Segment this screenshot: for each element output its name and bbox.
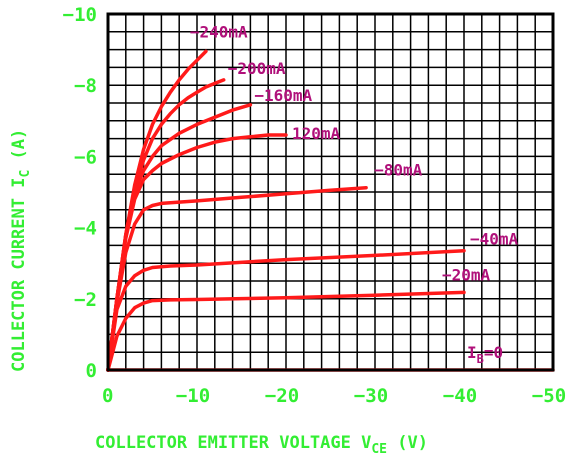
y-axis-title-text: COLLECTOR CURRENT I xyxy=(9,178,29,372)
y-axis-title: COLLECTOR CURRENT IC (A) xyxy=(9,129,33,372)
curves xyxy=(106,49,555,372)
curve-label-120ma: 120mA xyxy=(292,124,341,143)
y-axis-title-subscript: C xyxy=(18,170,33,178)
curve-20ma xyxy=(106,290,466,372)
x-tick-labels: 0 −10 −20 −30 −40 −50 xyxy=(102,385,566,407)
y-tick-label: −6 xyxy=(74,146,97,168)
y-tick-label: −2 xyxy=(74,289,97,311)
curve-label-160ma: −160mA xyxy=(254,86,312,105)
x-axis-title-text: COLLECTOR EMITTER VOLTAGE V xyxy=(95,433,371,453)
curve-label-200ma: −200mA xyxy=(228,59,286,78)
curve-40ma xyxy=(106,248,466,372)
x-tick-label: −30 xyxy=(354,385,388,407)
x-axis-title-unit: (V) xyxy=(387,433,428,453)
y-tick-labels: 0 −2 −4 −6 −8 −10 xyxy=(63,4,97,382)
x-tick-label: −20 xyxy=(265,385,299,407)
y-tick-label: 0 xyxy=(86,360,97,382)
curve-label-20ma: −20mA xyxy=(442,265,491,284)
curve-80ma xyxy=(106,185,368,372)
y-axis-title-unit: (A) xyxy=(9,129,29,170)
x-axis-title: COLLECTOR EMITTER VOLTAGE VCE (V) xyxy=(95,433,428,457)
y-tick-label: −10 xyxy=(63,4,97,26)
curve-label-40ma: −40mA xyxy=(470,230,519,249)
curve-labels: −240mA −200mA −160mA 120mA −80mA −40mA −20mA IB… xyxy=(190,22,519,366)
x-axis-title-subscript: CE xyxy=(371,442,387,457)
x-tick-label: 0 xyxy=(102,385,113,407)
curve-120ma xyxy=(106,133,288,372)
y-tick-label: −4 xyxy=(74,218,97,240)
plot-frame xyxy=(106,12,555,372)
curve-label-240ma: −240mA xyxy=(190,22,248,41)
x-tick-label: −40 xyxy=(443,385,477,407)
curve-label-i-b-0: IB=0 xyxy=(467,343,503,366)
grid xyxy=(108,14,553,370)
curve-label-80ma: −80mA xyxy=(374,161,423,180)
x-tick-label: −50 xyxy=(532,385,566,407)
y-tick-label: −8 xyxy=(74,75,97,97)
x-tick-label: −10 xyxy=(176,385,210,407)
